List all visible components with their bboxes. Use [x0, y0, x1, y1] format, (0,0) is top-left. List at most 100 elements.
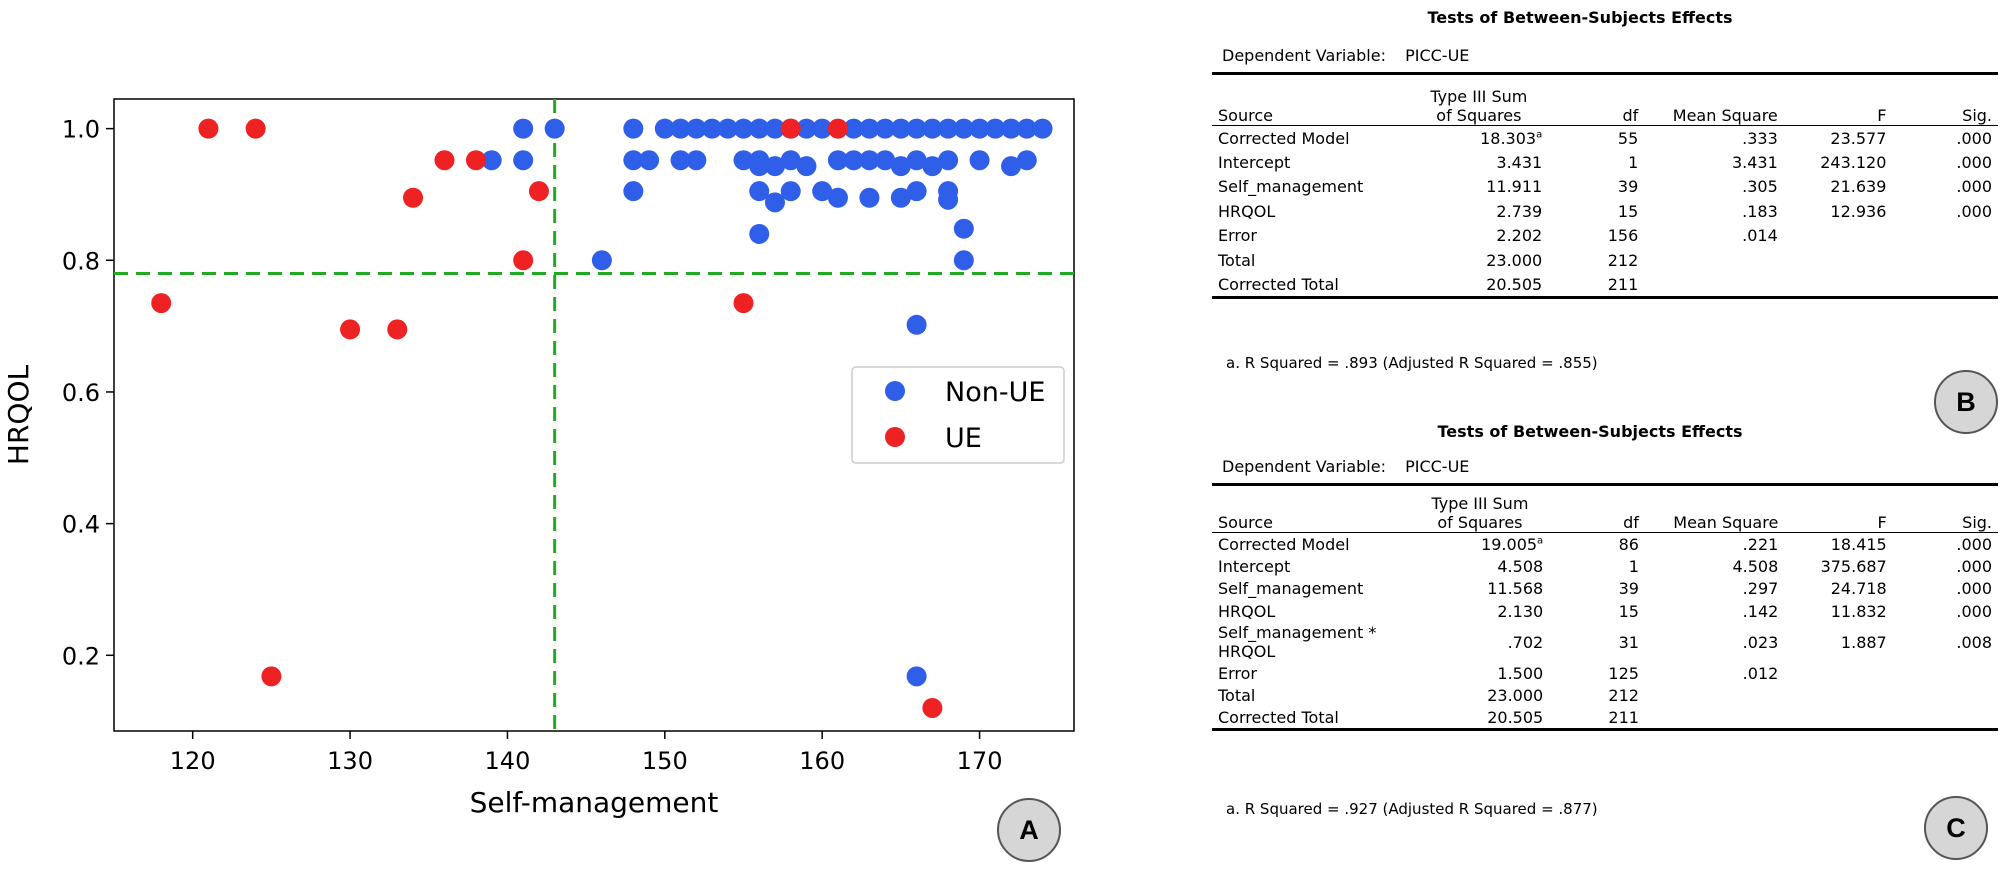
- point-ue: [245, 118, 266, 139]
- point-non-ue: [623, 150, 644, 171]
- table-row: Intercept 4.508 1 4.508 375.687 .000: [1212, 555, 1998, 578]
- point-non-ue: [1001, 156, 1022, 177]
- y-tick-label: 0.4: [62, 511, 100, 539]
- col-header-ms: Mean Square: [1672, 106, 1778, 125]
- point-non-ue: [906, 314, 927, 335]
- cell-df: 156: [1607, 226, 1639, 246]
- point-non-ue: [906, 150, 927, 171]
- point-ue: [261, 666, 282, 687]
- panel-label-b: B: [1934, 370, 1998, 434]
- point-non-ue: [843, 118, 864, 139]
- point-non-ue: [733, 150, 754, 171]
- cell-source: Corrected Total: [1218, 707, 1339, 727]
- cell-f: [1784, 662, 1892, 685]
- point-non-ue: [780, 181, 801, 202]
- point-non-ue: [890, 156, 911, 177]
- cell-df: 212: [1607, 250, 1639, 270]
- cell-source: Total: [1218, 250, 1256, 270]
- point-non-ue: [749, 118, 770, 139]
- point-non-ue: [1016, 118, 1037, 139]
- panel-label-a: A: [997, 798, 1061, 862]
- point-non-ue: [875, 118, 896, 139]
- cell-sig: .000: [1956, 177, 1992, 197]
- dep-var-value: PICC-UE: [1405, 457, 1470, 476]
- point-non-ue: [938, 189, 959, 210]
- point-non-ue: [953, 218, 974, 239]
- cell-source: Self_management * HRQOL: [1218, 623, 1377, 662]
- col-header-source: Source: [1218, 106, 1273, 125]
- point-ue: [780, 118, 801, 139]
- point-non-ue: [859, 150, 880, 171]
- col-header-f: F: [1877, 513, 1887, 532]
- cell-df: 31: [1618, 632, 1639, 652]
- cell-sig: .000: [1956, 556, 1992, 576]
- cell-sum-of-squares: 11.568: [1487, 579, 1544, 599]
- x-tick-label: 150: [642, 747, 688, 775]
- table-row: Error 2.202 156 .014: [1212, 224, 1998, 249]
- dep-var-label: Dependent Variable:: [1222, 46, 1386, 65]
- table-row: Total 23.000 212: [1212, 684, 1998, 707]
- legend-marker-ue: [885, 427, 905, 447]
- cell-f: [1784, 273, 1893, 298]
- point-non-ue: [670, 150, 691, 171]
- point-non-ue: [670, 118, 691, 139]
- point-non-ue: [544, 118, 565, 139]
- point-non-ue: [890, 118, 911, 139]
- cell-df: 125: [1608, 663, 1639, 683]
- legend-label-non-ue: Non-UE: [945, 377, 1045, 408]
- cell-f: [1784, 248, 1893, 273]
- point-ue: [528, 181, 549, 202]
- cell-mean-square: [1644, 248, 1784, 273]
- cell-df: 55: [1617, 128, 1639, 148]
- point-non-ue: [702, 118, 723, 139]
- point-non-ue: [749, 223, 770, 244]
- cell-sum-of-squares: 20.505: [1487, 707, 1544, 727]
- cell-source: HRQOL: [1218, 201, 1276, 221]
- cell-df: 86: [1618, 534, 1639, 554]
- cell-mean-square: [1644, 273, 1784, 298]
- cell-df: 1: [1628, 152, 1639, 172]
- point-non-ue: [953, 118, 974, 139]
- point-non-ue: [513, 150, 534, 171]
- axis-ticks: 120 130 140 150 160 170 0.2 0.4 0.6 0.8 1.0: [62, 116, 1003, 775]
- cell-mean-square: 4.508: [1732, 556, 1779, 576]
- cell-source: Self_management: [1218, 579, 1364, 599]
- cell-sig: .000: [1956, 601, 1992, 621]
- cell-sum-of-squares: 2.739: [1496, 201, 1543, 221]
- point-non-ue: [764, 156, 785, 177]
- table-b-dependent-variable: Dependent Variable: PICC-UE: [1222, 46, 1469, 65]
- legend-marker-non-ue: [885, 381, 905, 401]
- cell-mean-square: .014: [1742, 226, 1778, 246]
- cell-f: 21.639: [1830, 177, 1887, 197]
- scatter-chart: 120 130 140 150 160 170 0.2 0.4 0.6 0.8 1.0 Self-m…: [2, 98, 1075, 819]
- cell-f: 11.832: [1830, 601, 1887, 621]
- x-axis-label: Self-management: [470, 786, 719, 819]
- point-non-ue: [717, 118, 738, 139]
- y-tick-label: 0.2: [62, 642, 100, 670]
- point-non-ue: [859, 187, 880, 208]
- data-points: [151, 118, 1053, 718]
- point-non-ue: [749, 156, 770, 177]
- table-row: Error 1.500 125 .012: [1212, 662, 1998, 685]
- table-row: Intercept 3.431 1 3.431 243.120 .000: [1212, 150, 1998, 175]
- table-row: Corrected Model 19.005a 86 .221 18.415 .000: [1212, 533, 1998, 556]
- cell-f: 23.577: [1830, 128, 1887, 148]
- table-c: Source Type III Sum of Squares df Mean Sq…: [1212, 483, 1998, 731]
- col-header-ss: Type III Sum of Squares: [1430, 87, 1528, 125]
- point-non-ue: [906, 666, 927, 687]
- cell-sum-of-squares: 11.911: [1486, 177, 1543, 197]
- y-axis-label: HRQOL: [2, 365, 35, 466]
- cell-f: 1.887: [1840, 632, 1887, 652]
- cell-f: 243.120: [1820, 152, 1887, 172]
- cell-df: 212: [1608, 686, 1639, 706]
- col-header-df: df: [1622, 106, 1639, 125]
- cell-sig: .008: [1956, 632, 1992, 652]
- cell-mean-square: .012: [1742, 663, 1779, 683]
- point-non-ue: [686, 150, 707, 171]
- point-non-ue: [1001, 118, 1022, 139]
- cell-f: 18.415: [1830, 534, 1887, 554]
- x-tick-label: 120: [170, 747, 216, 775]
- cell-sig: .000: [1956, 579, 1992, 599]
- point-non-ue: [796, 156, 817, 177]
- y-tick-label: 0.8: [62, 247, 100, 275]
